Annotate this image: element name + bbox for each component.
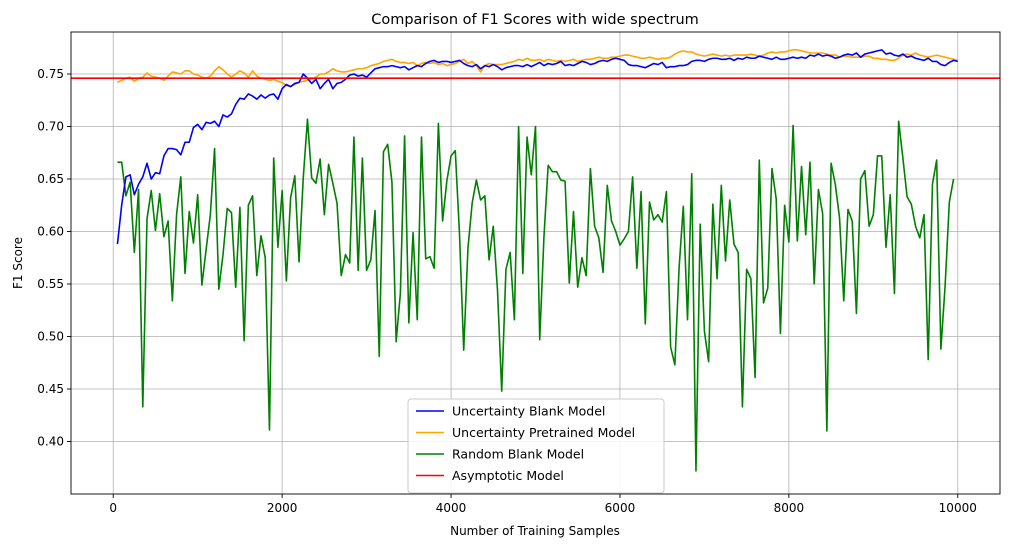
- uncertainty-pretrained-model-line: [117, 49, 958, 88]
- x-tick-label: 6000: [605, 501, 636, 515]
- y-axis-label: F1 Score: [11, 237, 25, 289]
- y-tick-label: 0.40: [37, 435, 64, 449]
- chart-title: Comparison of F1 Scores with wide spectr…: [371, 12, 699, 28]
- y-axis: 0.40 0.45 0.50 0.55 0.60 0.65 0.70 0.75: [37, 67, 71, 449]
- x-tick-label: 2000: [267, 501, 298, 515]
- y-tick-label: 0.75: [37, 67, 64, 81]
- legend-box: [407, 398, 665, 494]
- x-tick-label: 4000: [436, 501, 467, 515]
- x-axis: 0 2000 4000 6000 8000 10000: [109, 494, 977, 515]
- uncertainty-blank-model-line: [116, 49, 958, 245]
- y-tick-label: 0.70: [37, 120, 64, 134]
- x-tick-label: 10000: [939, 501, 977, 515]
- y-tick-label: 0.50: [37, 330, 64, 344]
- x-axis-label: Number of Training Samples: [450, 524, 620, 538]
- legend-label-uncertainty-pretrained-model: Uncertainty Pretrained Model: [452, 425, 635, 440]
- y-tick-label: 0.55: [37, 277, 64, 291]
- y-tick-label: 0.65: [37, 172, 64, 186]
- legend-label-asymptotic-model: Asymptotic Model: [452, 468, 564, 483]
- random-blank-model-line: [117, 118, 955, 472]
- series-layer: [71, 49, 1000, 472]
- y-tick-label: 0.45: [37, 382, 64, 396]
- legend: Uncertainty Blank Model Uncertainty Pretr…: [407, 398, 665, 494]
- x-tick-label: 8000: [774, 501, 805, 515]
- legend-label-uncertainty-blank-model: Uncertainty Blank Model: [452, 404, 605, 419]
- legend-label-random-blank-model: Random Blank Model: [452, 447, 584, 462]
- plot-frame: [70, 31, 1001, 495]
- x-tick-label: 0: [109, 501, 117, 515]
- y-tick-label: 0.60: [37, 225, 64, 239]
